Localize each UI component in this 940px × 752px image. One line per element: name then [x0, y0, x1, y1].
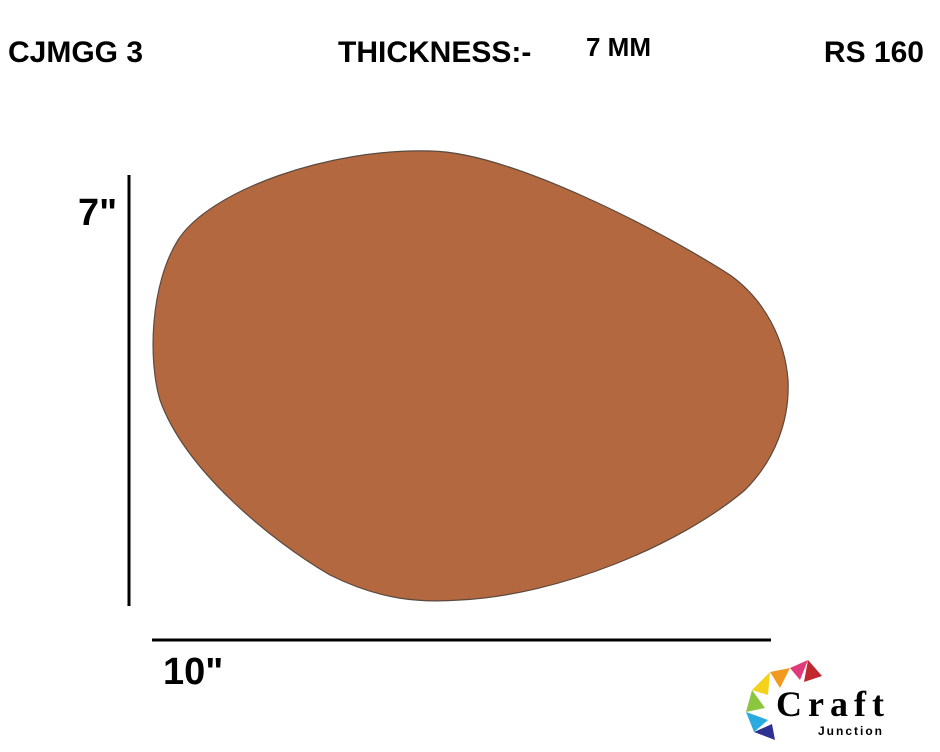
- price: RS 160: [824, 36, 924, 69]
- logo: Craft Junction: [746, 660, 890, 740]
- logo-swirl: [790, 660, 808, 680]
- logo-swirl: [746, 690, 765, 712]
- product-code: CJMGG 3: [8, 36, 143, 69]
- logo-swirl: [804, 660, 822, 682]
- logo-swirl: [752, 672, 770, 695]
- logo-swirl: [746, 712, 768, 732]
- shape: [152, 150, 789, 602]
- thickness-value: 7 MM: [586, 32, 651, 62]
- logo-swirl: [754, 724, 775, 740]
- logo-name: Craft: [776, 684, 890, 724]
- logo-subname: Junction: [818, 724, 884, 738]
- thickness-label: THICKNESS:-: [338, 36, 531, 69]
- width-label: 10": [163, 651, 223, 693]
- height-label: 7": [78, 192, 117, 234]
- logo-swirl: [770, 668, 790, 688]
